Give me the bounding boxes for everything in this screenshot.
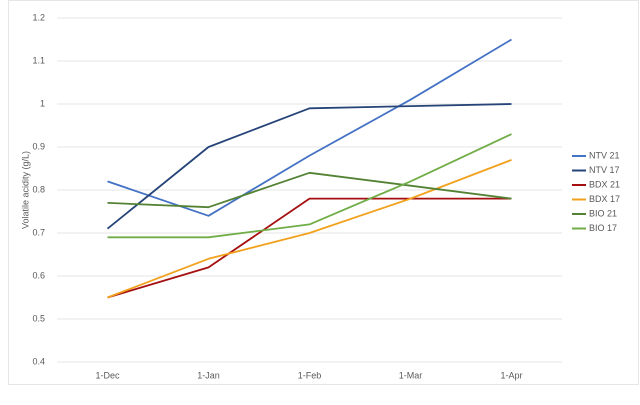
y-axis-label: Volatile acidity (g/L) — [20, 151, 30, 229]
legend-label: BDX 21 — [589, 179, 620, 189]
chart-border — [8, 0, 639, 385]
x-tick-label: 1-Mar — [399, 370, 423, 380]
y-tick-label: 0.5 — [32, 313, 45, 323]
series-line — [107, 171, 512, 209]
legend-label: NTV 21 — [589, 150, 620, 160]
series-line — [107, 133, 512, 239]
x-tick-label: 1-Apr — [500, 370, 522, 380]
y-tick-label: 0.8 — [32, 184, 45, 194]
x-tick-label: 1-Feb — [298, 370, 322, 380]
y-tick-label: 0.4 — [32, 356, 45, 366]
y-tick-label: 1.2 — [32, 12, 45, 22]
legend-label: BIO 17 — [589, 223, 617, 233]
y-tick-label: 0.9 — [32, 141, 45, 151]
legend-label: NTV 17 — [589, 165, 620, 175]
legend-label: BDX 17 — [589, 194, 620, 204]
series-line — [106, 103, 512, 230]
x-tick-label: 1-Dec — [95, 370, 120, 380]
series-line — [107, 159, 512, 299]
y-tick-label: 0.7 — [32, 227, 45, 237]
series-line — [107, 197, 512, 299]
y-tick-label: 1 — [40, 98, 45, 108]
y-tick-label: 0.6 — [32, 270, 45, 280]
y-tick-label: 1.1 — [32, 55, 45, 65]
series-line — [107, 38, 512, 217]
x-tick-label: 1-Jan — [197, 370, 220, 380]
legend-label: BIO 21 — [589, 208, 617, 218]
